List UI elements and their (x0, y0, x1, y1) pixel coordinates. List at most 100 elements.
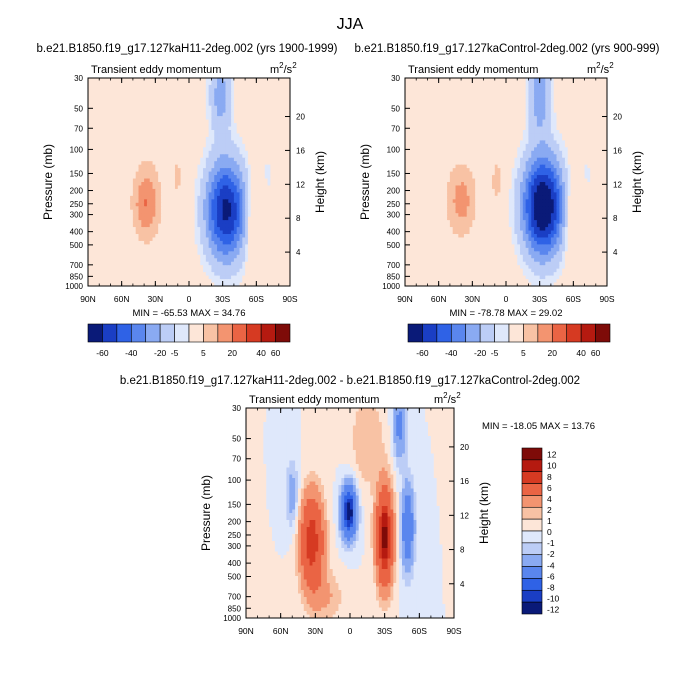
heatmap-cell (225, 206, 229, 211)
heatmap-cell (183, 143, 187, 148)
heatmap-cell (264, 168, 269, 173)
heatmap-cell (93, 247, 98, 252)
heatmap-cell (149, 157, 154, 162)
heatmap-cell (197, 268, 201, 273)
heatmap-cell (500, 98, 504, 103)
heatmap-cell (525, 78, 530, 83)
heatmap-cell (177, 268, 182, 273)
heatmap-cell (281, 136, 285, 141)
heatmap-cell (172, 161, 176, 166)
heatmap-cell (475, 81, 479, 86)
heatmap-cell (160, 188, 165, 193)
heatmap-cell (219, 202, 224, 207)
heatmap-cell (158, 164, 162, 169)
heatmap-cell (197, 244, 201, 249)
heatmap-cell (110, 91, 114, 96)
heatmap-cell (222, 112, 227, 117)
heatmap-cell (194, 247, 199, 252)
heatmap-cell (155, 261, 159, 266)
heatmap-cell (191, 143, 196, 148)
heatmap-cell (194, 161, 199, 166)
heatmap-cell (113, 133, 117, 138)
heatmap-cell (132, 220, 137, 225)
heatmap-cell (239, 254, 243, 259)
heatmap-cell (180, 254, 184, 259)
heatmap-cell (245, 171, 249, 176)
heatmap-cell (135, 161, 140, 166)
heatmap-cell (576, 98, 580, 103)
heatmap-cell (228, 119, 232, 124)
heatmap-cell (155, 143, 159, 148)
heatmap-cell (177, 105, 182, 110)
heatmap-cell (228, 140, 232, 145)
heatmap-cell (245, 88, 249, 93)
heatmap-cell (138, 157, 142, 162)
heatmap-cell (203, 206, 207, 211)
heatmap-cell (110, 251, 114, 256)
heatmap-cell (222, 227, 227, 232)
heatmap-cell (174, 143, 179, 148)
heatmap-cell (275, 254, 280, 259)
heatmap-cell (160, 192, 165, 197)
heatmap-cell (548, 84, 552, 89)
heatmap-cell (197, 234, 201, 239)
heatmap-cell (424, 84, 429, 89)
heatmap-cell (242, 126, 246, 131)
heatmap-cell (214, 282, 218, 286)
heatmap-cell (104, 261, 109, 266)
heatmap-cell (191, 185, 196, 190)
heatmap-cell (567, 98, 572, 103)
heatmap-cell (480, 91, 485, 96)
heatmap-cell (275, 102, 280, 107)
heatmap-cell (160, 237, 165, 242)
heatmap-cell (228, 175, 232, 180)
heatmap-cell (124, 168, 128, 173)
heatmap-cell (197, 143, 201, 148)
heatmap-cell (264, 143, 269, 148)
heatmap-cell (203, 182, 207, 187)
y2-tick-label: 8 (296, 214, 301, 223)
heatmap-cell (233, 185, 238, 190)
heatmap-cell (197, 95, 201, 100)
heatmap-cell (562, 98, 566, 103)
heatmap-cell (118, 105, 123, 110)
heatmap-cell (166, 105, 170, 110)
heatmap-cell (93, 209, 98, 214)
heatmap-cell (273, 157, 277, 162)
heatmap-cell (567, 102, 572, 107)
heatmap-cell (261, 279, 266, 284)
y-tick-label: 50 (74, 104, 83, 113)
heatmap-cell (242, 143, 246, 148)
heatmap-cell (152, 161, 156, 166)
heatmap-cell (130, 213, 134, 218)
heatmap-cell (174, 130, 179, 135)
heatmap-cell (144, 247, 148, 252)
heatmap-cell (525, 91, 530, 96)
heatmap-cell (88, 78, 92, 83)
heatmap-cell (452, 78, 457, 83)
heatmap-cell (93, 213, 98, 218)
heatmap-cell (110, 168, 114, 173)
heatmap-cell (239, 268, 243, 273)
heatmap-cell (287, 254, 290, 259)
heatmap-cell (174, 175, 179, 180)
heatmap-cell (211, 161, 215, 166)
heatmap-cell (284, 98, 288, 103)
heatmap-cell (191, 240, 196, 245)
heatmap-cell (90, 192, 95, 197)
heatmap-cell (278, 185, 283, 190)
heatmap-cell (231, 178, 235, 183)
heatmap-cell (172, 237, 176, 242)
heatmap-cell (256, 171, 260, 176)
heatmap-cell (158, 116, 162, 121)
heatmap-cell (242, 109, 246, 114)
heatmap-cell (96, 150, 100, 155)
heatmap-cell (180, 185, 184, 190)
heatmap-cell (110, 227, 114, 232)
heatmap-cell (166, 116, 170, 121)
heatmap-cell (592, 98, 597, 103)
heatmap-cell (149, 206, 154, 211)
heatmap-cell (211, 119, 215, 124)
heatmap-cell (211, 192, 215, 197)
heatmap-cell (180, 130, 184, 135)
